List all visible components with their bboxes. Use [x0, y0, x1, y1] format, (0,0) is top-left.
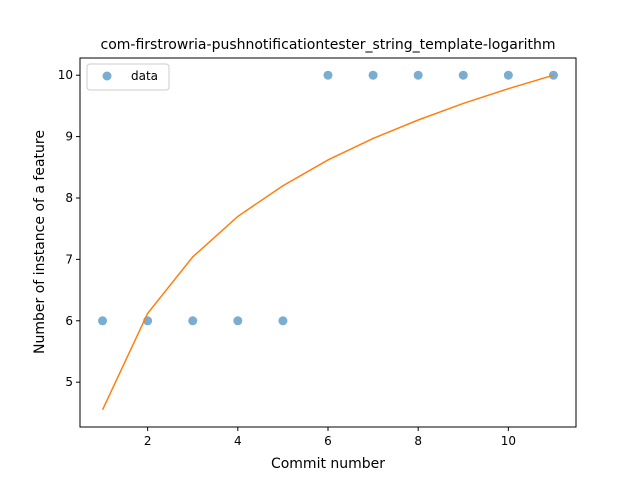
x-tick-label: 6 — [324, 434, 332, 448]
data-point — [233, 316, 243, 326]
data-point — [278, 316, 288, 326]
x-tick-label: 10 — [501, 434, 516, 448]
y-tick-label: 9 — [65, 130, 73, 144]
data-point — [503, 70, 513, 80]
y-tick-label: 10 — [58, 68, 73, 82]
x-tick-label: 2 — [144, 434, 152, 448]
data-point — [458, 70, 468, 80]
x-axis-label: Commit number — [271, 456, 385, 472]
data-point — [368, 70, 378, 80]
legend-entry-data: data — [131, 69, 158, 83]
data-point — [188, 316, 198, 326]
y-tick-label: 8 — [65, 191, 73, 205]
y-tick-label: 7 — [65, 252, 73, 266]
axes-frame — [79, 57, 577, 428]
data-point — [413, 70, 423, 80]
legend-box — [86, 63, 170, 91]
data-point — [323, 70, 333, 80]
y-axis-label: Number of instance of a feature — [32, 130, 48, 354]
legend-marker-data — [102, 71, 112, 81]
chart-title: com-firstrowria-pushnotificationtester_s… — [101, 37, 556, 53]
y-tick-label: 6 — [65, 314, 73, 328]
y-tick-label: 5 — [65, 375, 73, 389]
fit-line — [101, 74, 554, 411]
plot-area — [98, 70, 558, 411]
y-axis: 5 6 7 8 9 10 — [58, 68, 80, 389]
x-axis: 2 4 6 8 10 — [144, 427, 516, 448]
data-point — [98, 316, 108, 326]
x-tick-label: 8 — [414, 434, 422, 448]
legend: data — [86, 63, 170, 91]
x-tick-label: 4 — [234, 434, 242, 448]
